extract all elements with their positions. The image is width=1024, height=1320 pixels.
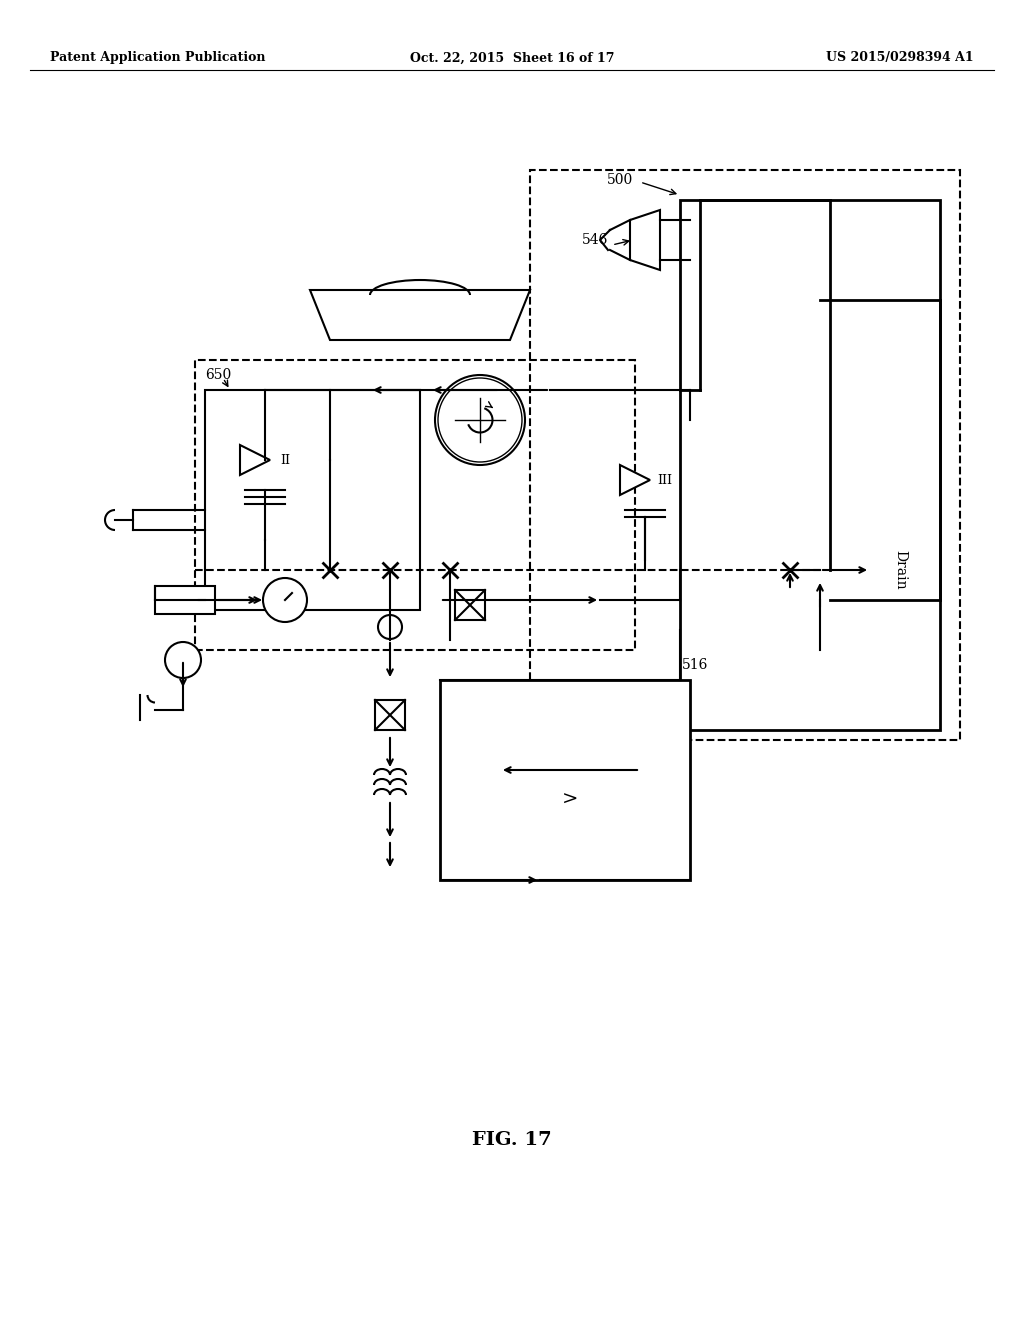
Bar <box>440 680 690 880</box>
Text: 500: 500 <box>607 173 633 187</box>
Text: II: II <box>280 454 290 466</box>
Polygon shape <box>310 290 530 341</box>
Bar <box>155 586 215 614</box>
Circle shape <box>263 578 307 622</box>
Circle shape <box>435 375 525 465</box>
Text: Patent Application Publication: Patent Application Publication <box>50 51 265 65</box>
Circle shape <box>378 615 402 639</box>
Text: Oct. 22, 2015  Sheet 16 of 17: Oct. 22, 2015 Sheet 16 of 17 <box>410 51 614 65</box>
Text: >: > <box>562 791 579 809</box>
Bar <box>680 201 940 730</box>
Text: 516: 516 <box>682 657 709 672</box>
Bar <box>375 700 406 730</box>
Text: Drain: Drain <box>893 550 907 590</box>
Text: US 2015/0298394 A1: US 2015/0298394 A1 <box>826 51 974 65</box>
Text: III: III <box>657 474 673 487</box>
Polygon shape <box>630 210 660 271</box>
Text: FIG. 17: FIG. 17 <box>472 1131 552 1148</box>
Circle shape <box>438 378 522 462</box>
Circle shape <box>165 642 201 678</box>
Polygon shape <box>620 465 650 495</box>
Polygon shape <box>240 445 270 475</box>
Bar <box>530 170 961 741</box>
Text: 546: 546 <box>582 234 608 247</box>
Text: 650: 650 <box>205 368 231 381</box>
Bar <box>205 389 420 610</box>
Bar <box>195 360 635 649</box>
Bar <box>455 590 485 620</box>
